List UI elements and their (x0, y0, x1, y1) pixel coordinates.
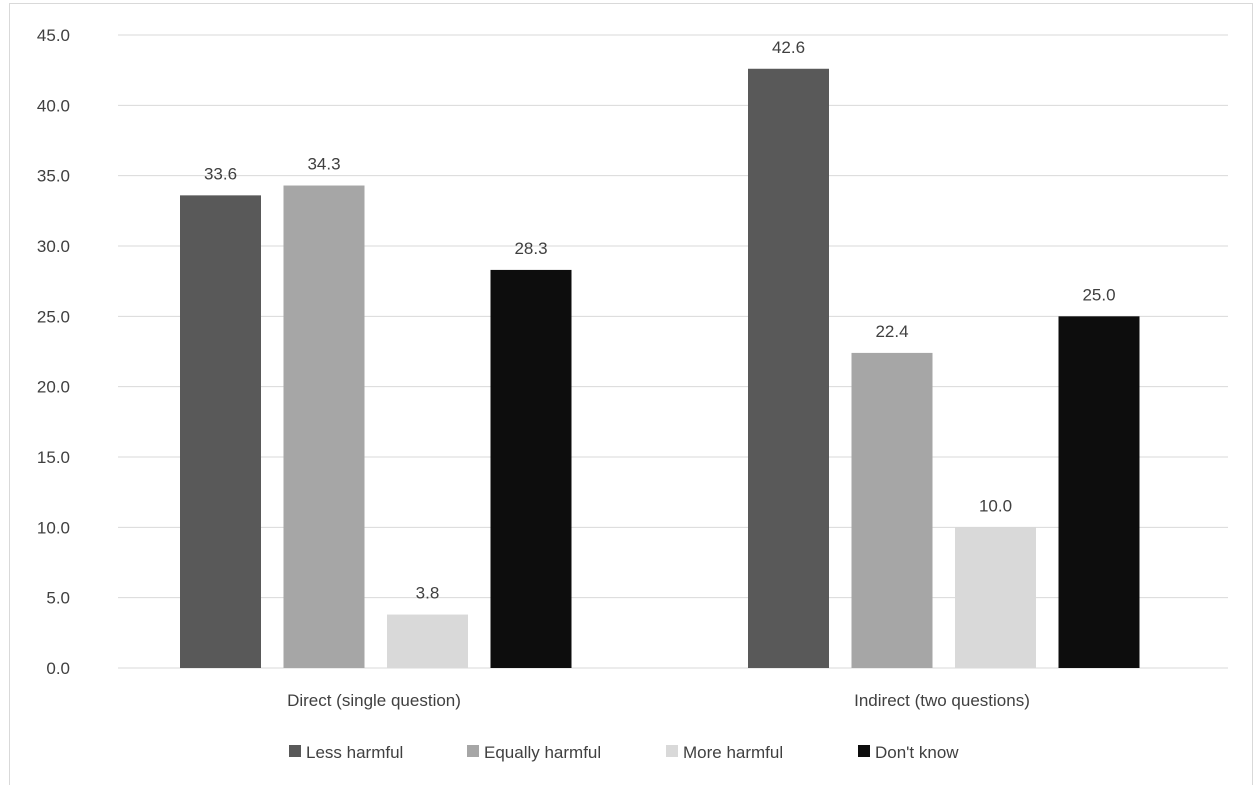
y-tick-label: 25.0 (37, 307, 70, 326)
data-label: 33.6 (204, 164, 237, 183)
bar (748, 68, 829, 668)
y-tick-label: 40.0 (37, 96, 70, 115)
legend-item: Equally harmful (467, 743, 601, 762)
y-tick-label: 5.0 (46, 589, 70, 608)
bar (1058, 316, 1140, 668)
legend-label: Don't know (875, 743, 959, 762)
y-tick-label: 30.0 (37, 237, 70, 256)
bar (387, 614, 468, 668)
data-label: 25.0 (1082, 285, 1115, 304)
legend: Less harmful Equally harmful More harmful D… (289, 743, 959, 762)
data-label: 22.4 (875, 322, 908, 341)
y-tick-label: 10.0 (37, 518, 70, 537)
data-label: 28.3 (514, 239, 547, 258)
category-label: Direct (single question) (287, 691, 461, 710)
y-tick-label: 20.0 (37, 378, 70, 397)
legend-item: Don't know (858, 743, 959, 762)
legend-label: Less harmful (306, 743, 403, 762)
x-axis-categories: Direct (single question) Indirect (two qu… (287, 691, 1030, 710)
legend-swatch (858, 745, 870, 757)
y-tick-label: 0.0 (46, 659, 70, 678)
bar (955, 527, 1036, 668)
y-tick-label: 15.0 (37, 448, 70, 467)
legend-item: Less harmful (289, 743, 403, 762)
data-label: 3.8 (416, 584, 440, 603)
y-tick-label: 45.0 (37, 26, 70, 45)
data-label: 34.3 (307, 155, 340, 174)
data-label: 10.0 (979, 496, 1012, 515)
legend-item: More harmful (666, 743, 783, 762)
legend-swatch (289, 745, 301, 757)
chart-frame (9, 3, 1253, 785)
bars (180, 68, 1140, 669)
bar (851, 352, 933, 668)
category-label: Indirect (two questions) (854, 691, 1030, 710)
bar (283, 185, 365, 668)
data-label: 42.6 (772, 38, 805, 57)
legend-swatch (467, 745, 479, 757)
legend-swatch (666, 745, 678, 757)
y-axis-ticks: 0.0 5.0 10.0 15.0 20.0 25.0 30.0 35.0 40.0 45.0 (37, 26, 70, 678)
legend-label: Equally harmful (484, 743, 601, 762)
y-tick-label: 35.0 (37, 167, 70, 186)
bar (490, 269, 572, 668)
bar (180, 195, 261, 669)
data-labels: 33.6 34.3 3.8 28.3 42.6 22.4 10.0 25.0 (204, 38, 1116, 603)
legend-label: More harmful (683, 743, 783, 762)
